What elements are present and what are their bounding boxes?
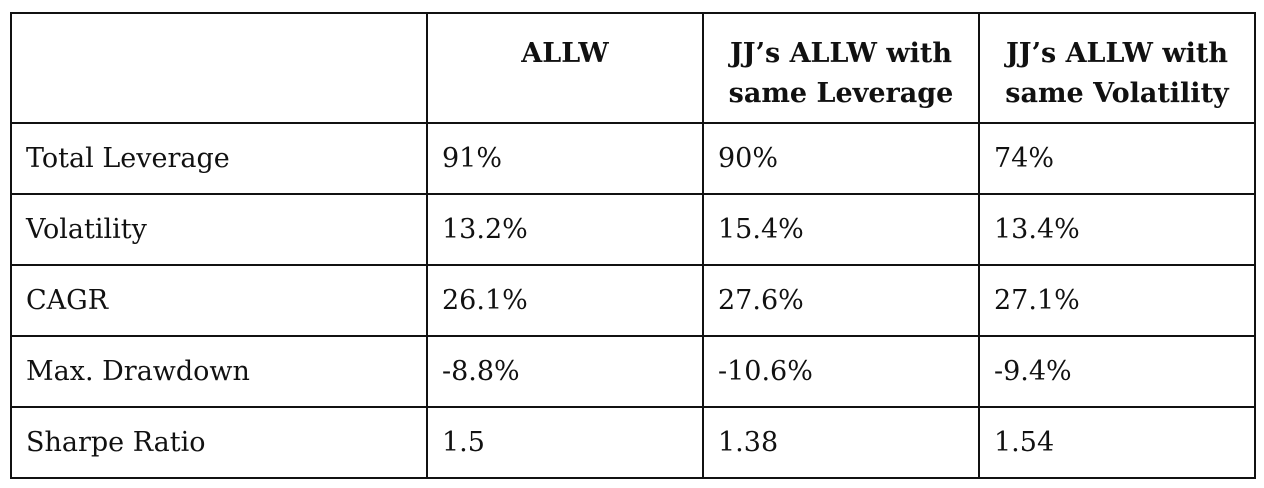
value-cell: 15.4% — [702, 193, 980, 266]
value-cell: 74% — [978, 122, 1256, 195]
header-cell: JJ’s ALLW with same Leverage — [702, 12, 980, 124]
table-row: Max. Drawdown -8.8% -10.6% -9.4% — [10, 335, 1256, 408]
value-cell: -10.6% — [702, 335, 980, 408]
value-cell: 1.54 — [978, 406, 1256, 479]
table-row: Sharpe Ratio 1.5 1.38 1.54 — [10, 406, 1256, 479]
value-cell: 1.38 — [702, 406, 980, 479]
value-cell: 26.1% — [426, 264, 704, 337]
corner-cell — [10, 12, 428, 124]
value-cell: -9.4% — [978, 335, 1256, 408]
value-cell: 91% — [426, 122, 704, 195]
value-cell: 90% — [702, 122, 980, 195]
value-cell: 13.4% — [978, 193, 1256, 266]
header-cell: JJ’s ALLW with same Volatility — [978, 12, 1256, 124]
table-row: CAGR 26.1% 27.6% 27.1% — [10, 264, 1256, 337]
table-row: Total Leverage 91% 90% 74% — [10, 122, 1256, 195]
value-cell: 13.2% — [426, 193, 704, 266]
value-cell: -8.8% — [426, 335, 704, 408]
value-cell: 27.6% — [702, 264, 980, 337]
row-label: Total Leverage — [10, 122, 428, 195]
comparison-table: ALLW JJ’s ALLW with same Leverage JJ’s ALL… — [10, 12, 1256, 479]
value-cell: 1.5 — [426, 406, 704, 479]
row-label: Volatility — [10, 193, 428, 266]
table-row: Volatility 13.2% 15.4% 13.4% — [10, 193, 1256, 266]
header-row: ALLW JJ’s ALLW with same Leverage JJ’s ALL… — [10, 12, 1256, 124]
row-label: CAGR — [10, 264, 428, 337]
header-cell: ALLW — [426, 12, 704, 124]
row-label: Sharpe Ratio — [10, 406, 428, 479]
row-label: Max. Drawdown — [10, 335, 428, 408]
value-cell: 27.1% — [978, 264, 1256, 337]
